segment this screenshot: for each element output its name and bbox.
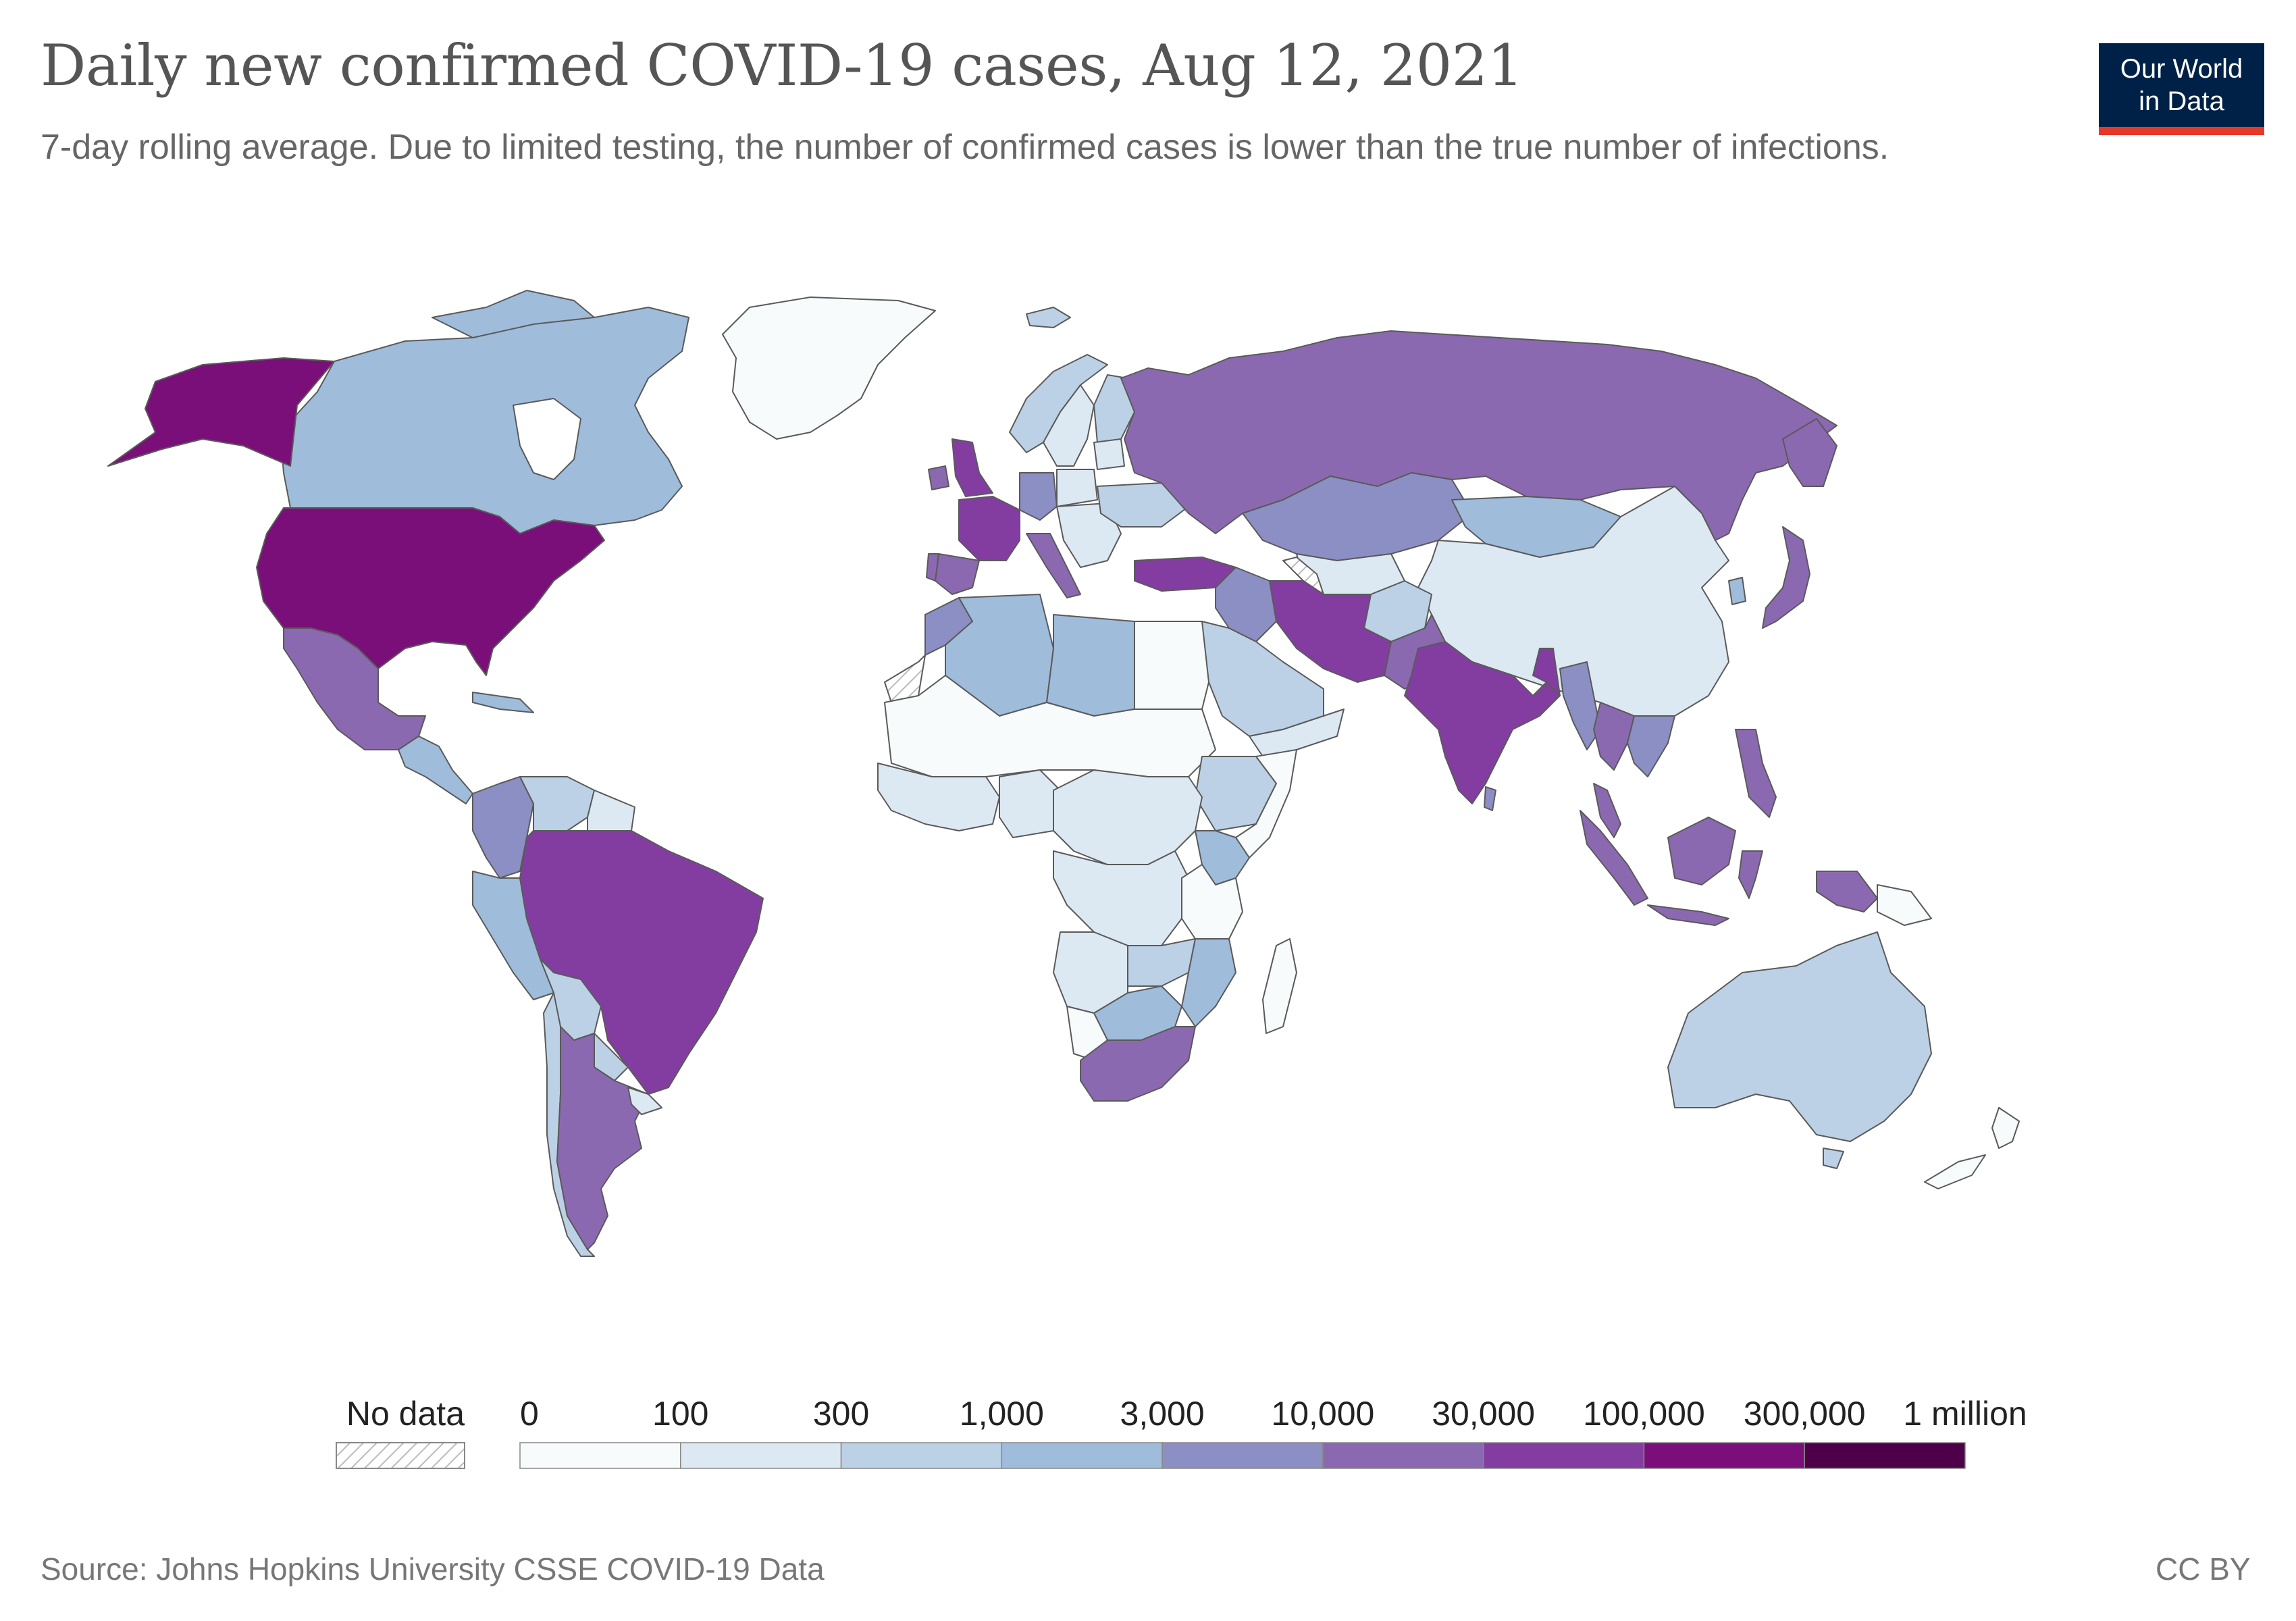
legend-bin-3[interactable]: [1001, 1442, 1163, 1469]
country-cuba[interactable]: [472, 692, 534, 713]
country-iraq[interactable]: [1215, 567, 1277, 642]
country-myanmar[interactable]: [1559, 661, 1601, 750]
country-vietnam[interactable]: [1627, 715, 1675, 777]
country-india[interactable]: [1404, 641, 1561, 804]
country-norway[interactable]: [1009, 354, 1108, 453]
country-uk[interactable]: [951, 438, 993, 497]
legend-bin-2[interactable]: [840, 1442, 1003, 1469]
legend-tick-label-5: 10,000: [1271, 1395, 1374, 1433]
country-germany[interactable]: [1019, 472, 1058, 521]
owid-logo[interactable]: Our World in Data: [2099, 43, 2264, 135]
country-italy[interactable]: [1026, 533, 1081, 598]
legend-tick-label-8: 300,000: [1744, 1395, 1866, 1433]
country-brazil[interactable]: [519, 830, 764, 1095]
legend-tick-label-0: 0: [520, 1395, 539, 1433]
country-central-america[interactable]: [398, 736, 473, 804]
legend-tick-label-4: 3,000: [1120, 1395, 1205, 1433]
country-spain[interactable]: [935, 553, 980, 595]
country-turkmenistan[interactable]: [1282, 557, 1324, 595]
country-venezuela[interactable]: [519, 776, 595, 831]
legend-bins: 0 100 300 1,000 3,000 10,000 30,000 100,000 300,…: [519, 1395, 1966, 1469]
country-tasmania[interactable]: [1823, 1148, 1844, 1169]
country-greenland[interactable]: [722, 297, 936, 440]
country-zambia[interactable]: [1127, 938, 1196, 987]
legend-bin-0[interactable]: [519, 1442, 681, 1469]
country-libya[interactable]: [1046, 614, 1135, 717]
country-central-africa[interactable]: [1053, 769, 1203, 865]
country-canada-arctic[interactable]: [432, 290, 595, 338]
country-png[interactable]: [1877, 884, 1932, 926]
chart-subtitle: 7-day rolling average. Due to limited te…: [41, 128, 1889, 167]
legend-tick-label-6: 30,000: [1432, 1395, 1535, 1433]
legend: No data 0 100 300 1,000 3,000 10,000 30,000 100…: [336, 1395, 2027, 1469]
legend-tick-label-1: 100: [652, 1395, 708, 1433]
legend-bin-4[interactable]: [1162, 1442, 1324, 1469]
country-mozambique[interactable]: [1181, 938, 1236, 1027]
country-canada[interactable]: [280, 307, 689, 534]
country-south-africa[interactable]: [1080, 1026, 1196, 1102]
country-madagascar[interactable]: [1262, 938, 1297, 1034]
logo-line-1: Our World: [2120, 54, 2243, 84]
country-alaska[interactable]: [107, 357, 335, 467]
legend-no-data-label: No data: [346, 1395, 465, 1433]
logo-line-2: in Data: [2139, 86, 2224, 116]
country-russia[interactable]: [1120, 330, 1837, 541]
country-western-sahara[interactable]: [884, 654, 926, 703]
countries: [107, 290, 2020, 1257]
country-drc[interactable]: [1053, 850, 1189, 946]
country-mexico[interactable]: [283, 627, 426, 750]
legend-bin-5[interactable]: [1322, 1442, 1484, 1469]
country-australia[interactable]: [1667, 931, 1932, 1142]
country-uruguay[interactable]: [627, 1087, 662, 1115]
country-tanzania[interactable]: [1181, 864, 1243, 940]
country-iceland[interactable]: [1026, 307, 1071, 328]
country-portugal[interactable]: [926, 553, 939, 582]
legend-bin-7[interactable]: [1643, 1442, 1805, 1469]
chart-title: Daily new confirmed COVID-19 cases, Aug …: [41, 32, 1523, 99]
country-argentina[interactable]: [556, 1026, 649, 1250]
legend-bin-8[interactable]: [1804, 1442, 1966, 1469]
country-new-zealand[interactable]: [1924, 1107, 2020, 1189]
country-poland[interactable]: [1056, 469, 1098, 507]
legend-tick-label-7: 100,000: [1583, 1395, 1705, 1433]
source-note[interactable]: Source: Johns Hopkins University CSSE CO…: [41, 1551, 825, 1587]
country-france[interactable]: [958, 496, 1020, 561]
legend-bin-1[interactable]: [680, 1442, 842, 1469]
country-south-korea[interactable]: [1728, 577, 1746, 605]
country-java[interactable]: [1647, 904, 1729, 926]
country-sulawesi[interactable]: [1738, 850, 1763, 899]
country-borneo[interactable]: [1667, 817, 1736, 885]
legend-end-label: 1 million: [1903, 1395, 2027, 1433]
country-nigeria[interactable]: [999, 769, 1061, 838]
country-ireland[interactable]: [928, 465, 949, 490]
country-sumatra[interactable]: [1580, 810, 1648, 906]
country-egypt[interactable]: [1134, 621, 1209, 710]
legend-tick-label-3: 1,000: [960, 1395, 1044, 1433]
country-baltics[interactable]: [1093, 438, 1125, 470]
country-papua[interactable]: [1816, 871, 1878, 912]
legend-bin-6[interactable]: [1482, 1442, 1645, 1469]
country-west-africa[interactable]: [877, 763, 1000, 831]
country-kamchatka[interactable]: [1782, 418, 1837, 487]
country-japan[interactable]: [1762, 526, 1810, 629]
hudson-bay: [513, 398, 581, 480]
country-sri-lanka[interactable]: [1484, 786, 1496, 811]
country-malaysia[interactable]: [1593, 783, 1621, 838]
country-guianas[interactable]: [587, 790, 635, 831]
legend-tick-label-2: 300: [813, 1395, 869, 1433]
legend-no-data-swatch[interactable]: [336, 1442, 465, 1469]
license-note[interactable]: CC BY: [2156, 1551, 2251, 1587]
country-philippines[interactable]: [1735, 729, 1777, 818]
country-bangladesh[interactable]: [1532, 648, 1561, 696]
country-sweden[interactable]: [1043, 384, 1095, 467]
